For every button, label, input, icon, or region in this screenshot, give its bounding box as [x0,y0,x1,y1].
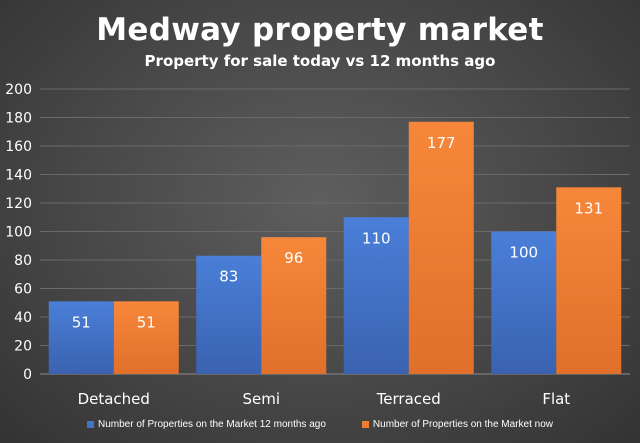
y-tick-label: 20 [14,339,32,355]
y-tick-label: 160 [5,139,32,155]
bar-now [556,187,622,374]
y-tick-label: 180 [5,111,32,127]
data-label: 100 [509,244,538,262]
x-tick-label: Terraced [376,390,441,408]
legend-item-now: Number of Properties on the Market now [361,419,553,430]
bar-12-months-ago [343,217,409,374]
bar-now [261,237,327,374]
y-tick-label: 60 [14,282,32,298]
y-tick-label: 80 [14,253,32,269]
legend-swatch-blue [87,421,94,428]
bar-12-months-ago [491,231,557,374]
x-tick-label: Flat [542,390,570,408]
bar-now [113,301,179,374]
y-tick-label: 0 [23,367,32,383]
legend-label: Number of Properties on the Market now [372,419,553,430]
data-label: 51 [72,313,91,331]
bars: 51 51 83 96 110 177 100 131 [48,121,622,375]
legend-label: Number of Properties on the Market 12 mo… [98,419,326,430]
legend: Number of Properties on the Market 12 mo… [0,419,640,430]
bar-12-months-ago [48,301,114,374]
data-label: 96 [284,249,303,267]
chart-subtitle: Property for sale today vs 12 months ago [144,52,496,70]
y-tick-label: 200 [5,82,32,98]
y-tick-label: 120 [5,196,32,212]
data-label: 110 [362,229,391,247]
data-label: 51 [137,313,156,331]
legend-item-12-months-ago: Number of Properties on the Market 12 mo… [87,419,326,430]
chart-title: Medway property market [96,12,544,48]
bar-12-months-ago [196,255,262,374]
y-axis: 0 20 40 60 80 100 120 140 160 180 200 [5,82,32,383]
x-axis: Detached Semi Terraced Flat [78,390,571,408]
y-tick-label: 140 [5,168,32,184]
legend-swatch-orange [361,421,369,428]
data-label: 177 [427,134,456,152]
data-label: 131 [574,199,603,217]
data-label: 83 [219,268,238,286]
y-tick-label: 40 [14,310,32,326]
x-tick-label: Detached [78,390,150,408]
y-tick-label: 100 [5,225,32,241]
x-tick-label: Semi [242,390,280,408]
bar-now [408,121,474,375]
